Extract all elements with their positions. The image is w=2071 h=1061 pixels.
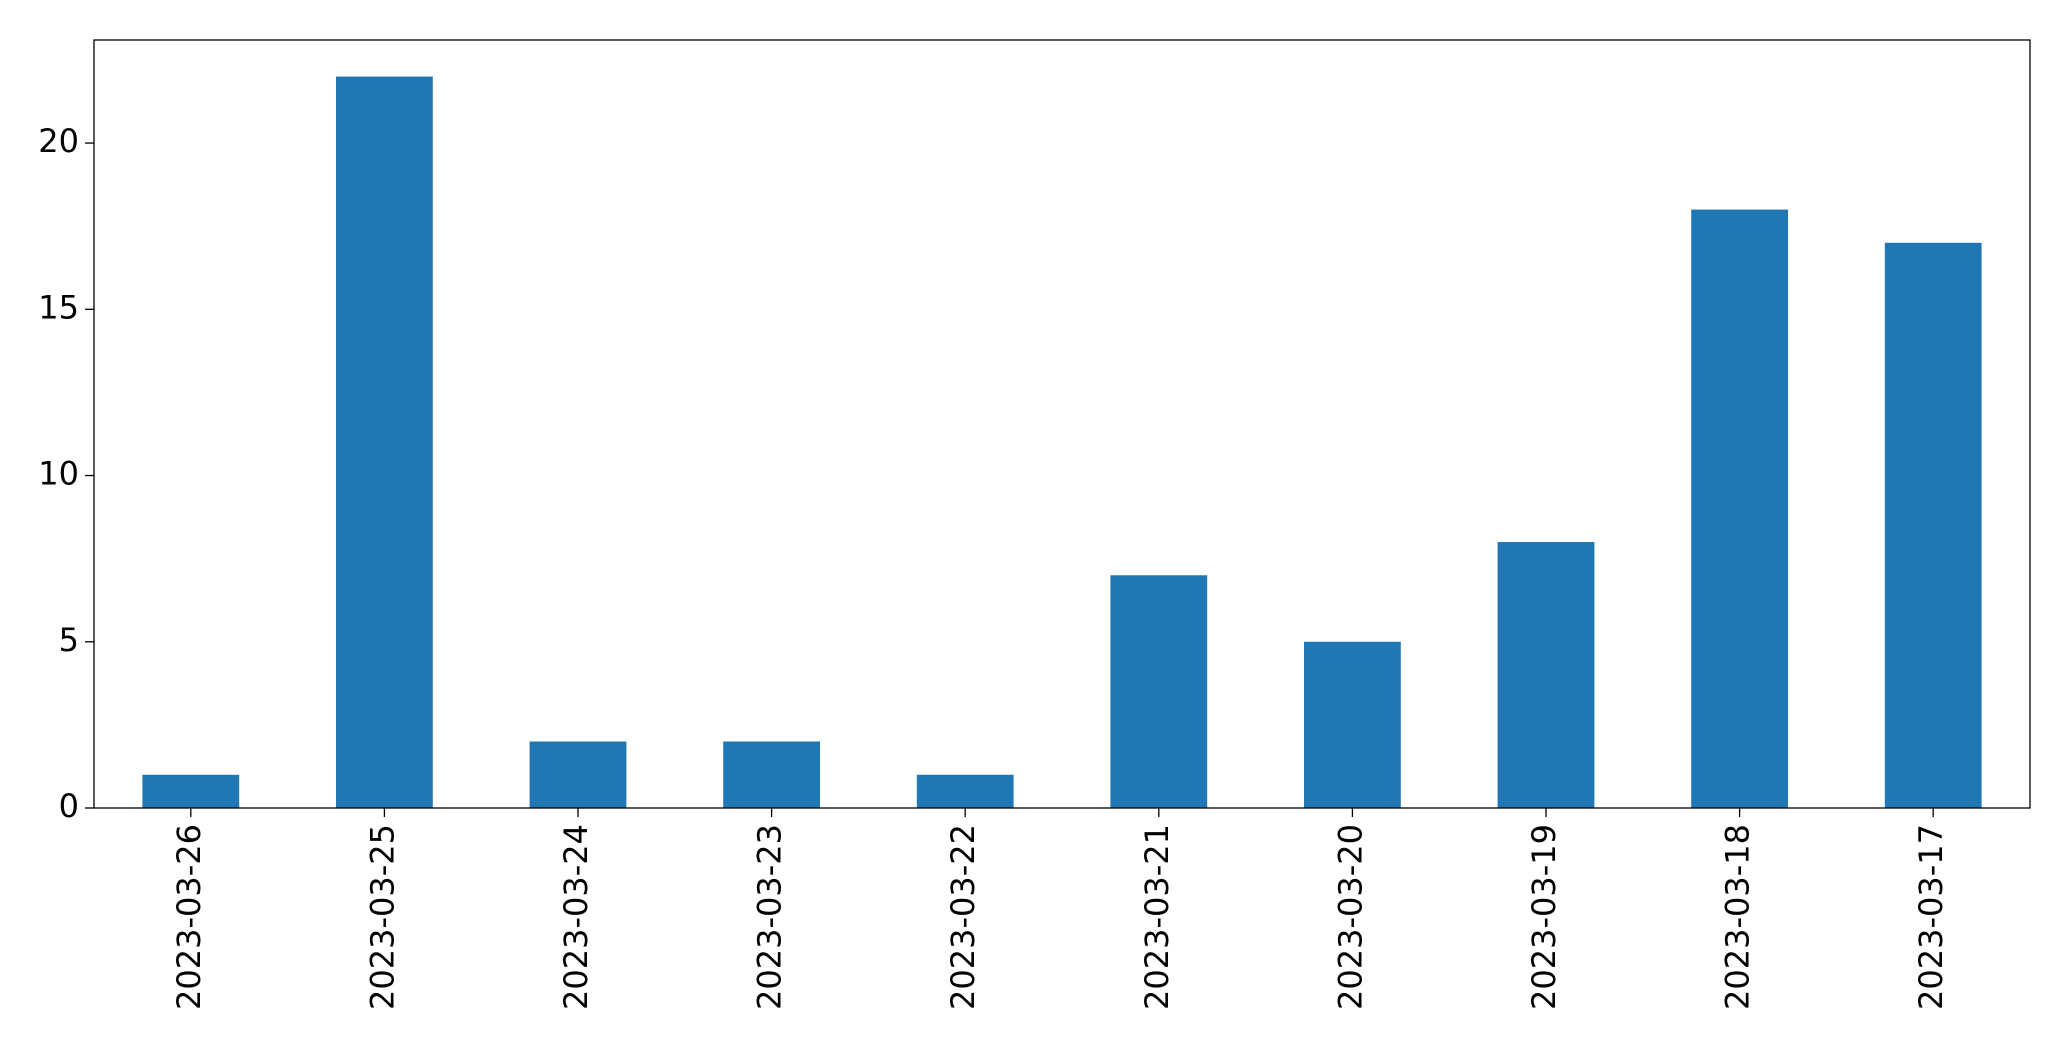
- x-tick-label: 2023-03-21: [1138, 824, 1176, 1010]
- x-tick-label: 2023-03-22: [944, 824, 982, 1010]
- bar: [142, 774, 240, 808]
- y-tick-label: 15: [38, 288, 79, 326]
- y-tick-label: 5: [59, 621, 79, 659]
- bar: [1110, 575, 1208, 808]
- y-tick-label: 10: [38, 455, 79, 493]
- bar: [529, 741, 627, 808]
- y-tick-label: 0: [59, 787, 79, 825]
- x-tick-label: 2023-03-26: [170, 824, 208, 1010]
- bar: [916, 774, 1014, 808]
- bar: [336, 76, 433, 809]
- x-tick-label: 2023-03-23: [751, 824, 789, 1010]
- plot-frame: [93, 39, 2031, 809]
- bar: [1884, 242, 1982, 809]
- x-tick-label: 2023-03-25: [363, 824, 401, 1010]
- x-tick-label: 2023-03-20: [1331, 824, 1369, 1010]
- bar: [1691, 209, 1788, 808]
- x-tick-label: 2023-03-18: [1719, 824, 1757, 1010]
- bar: [1304, 641, 1401, 808]
- bar: [1497, 542, 1595, 808]
- y-tick-label: 20: [38, 122, 79, 160]
- x-tick-label: 2023-03-19: [1525, 824, 1563, 1010]
- bar: [723, 741, 820, 808]
- x-tick-label: 2023-03-24: [557, 824, 595, 1010]
- x-tick-label: 2023-03-17: [1912, 824, 1950, 1010]
